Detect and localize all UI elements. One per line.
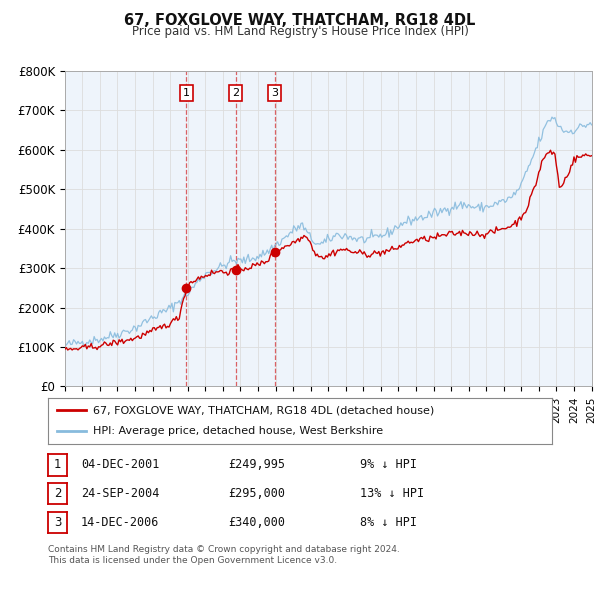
Text: 1: 1 (54, 458, 61, 471)
Text: 67, FOXGLOVE WAY, THATCHAM, RG18 4DL: 67, FOXGLOVE WAY, THATCHAM, RG18 4DL (124, 13, 476, 28)
Text: 04-DEC-2001: 04-DEC-2001 (81, 458, 160, 471)
Text: £295,000: £295,000 (228, 487, 285, 500)
Text: 14-DEC-2006: 14-DEC-2006 (81, 516, 160, 529)
Text: This data is licensed under the Open Government Licence v3.0.: This data is licensed under the Open Gov… (48, 556, 337, 565)
Text: 2: 2 (54, 487, 61, 500)
Text: £340,000: £340,000 (228, 516, 285, 529)
Text: Price paid vs. HM Land Registry's House Price Index (HPI): Price paid vs. HM Land Registry's House … (131, 25, 469, 38)
Text: 24-SEP-2004: 24-SEP-2004 (81, 487, 160, 500)
Text: HPI: Average price, detached house, West Berkshire: HPI: Average price, detached house, West… (94, 426, 383, 436)
Text: 9% ↓ HPI: 9% ↓ HPI (360, 458, 417, 471)
Text: 1: 1 (183, 88, 190, 98)
Text: 3: 3 (54, 516, 61, 529)
Text: 8% ↓ HPI: 8% ↓ HPI (360, 516, 417, 529)
Text: £249,995: £249,995 (228, 458, 285, 471)
Text: 13% ↓ HPI: 13% ↓ HPI (360, 487, 424, 500)
Text: 3: 3 (271, 88, 278, 98)
Text: 67, FOXGLOVE WAY, THATCHAM, RG18 4DL (detached house): 67, FOXGLOVE WAY, THATCHAM, RG18 4DL (de… (94, 405, 434, 415)
Text: Contains HM Land Registry data © Crown copyright and database right 2024.: Contains HM Land Registry data © Crown c… (48, 545, 400, 555)
Text: 2: 2 (232, 88, 239, 98)
